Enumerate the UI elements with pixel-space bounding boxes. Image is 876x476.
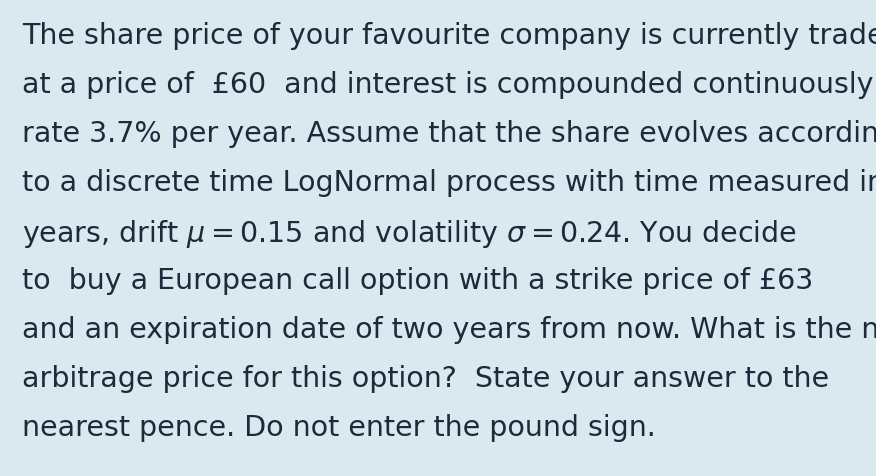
- Text: and an expiration date of two years from now. What is the no-: and an expiration date of two years from…: [22, 316, 876, 344]
- Text: nearest pence. Do not enter the pound sign.: nearest pence. Do not enter the pound si…: [22, 414, 656, 442]
- Text: arbitrage price for this option?  State your answer to the: arbitrage price for this option? State y…: [22, 365, 829, 393]
- Text: to  buy a European call option with a strike price of £63: to buy a European call option with a str…: [22, 267, 813, 295]
- Text: The share price of your favourite company is currently traded: The share price of your favourite compan…: [22, 22, 876, 50]
- Text: at a price of  £60  and interest is compounded continuously at: at a price of £60 and interest is compou…: [22, 71, 876, 99]
- Text: years, drift $\mu = 0.15$ and volatility $\sigma = 0.24$. You decide: years, drift $\mu = 0.15$ and volatility…: [22, 218, 797, 250]
- Text: rate 3.7% per year. Assume that the share evolves according: rate 3.7% per year. Assume that the shar…: [22, 120, 876, 148]
- Text: to a discrete time LogNormal process with time measured in: to a discrete time LogNormal process wit…: [22, 169, 876, 197]
